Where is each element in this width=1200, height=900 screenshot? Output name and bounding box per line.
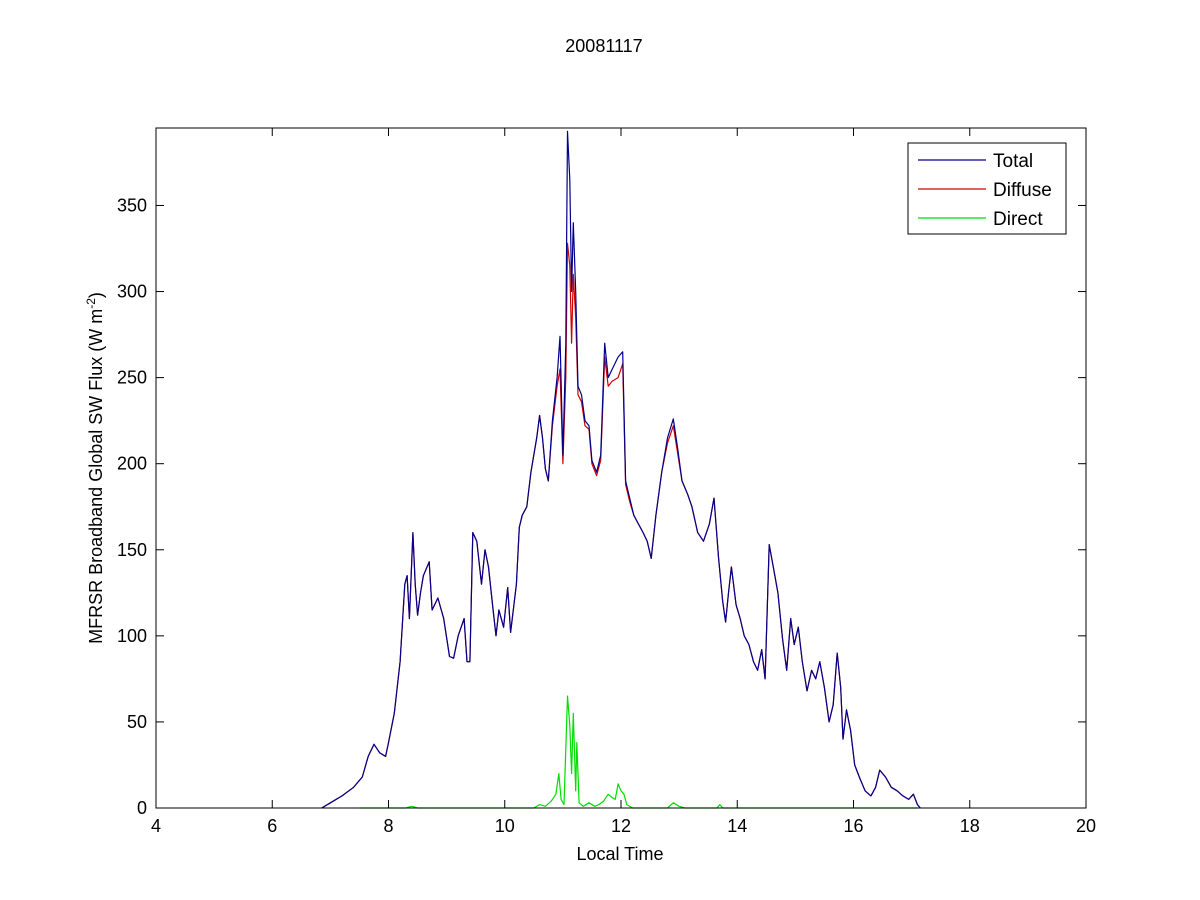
y-tick-label: 50 [127, 712, 147, 732]
x-tick-label: 4 [151, 816, 161, 836]
x-tick-label: 18 [960, 816, 980, 836]
x-tick-label: 10 [495, 816, 515, 836]
y-tick-label: 100 [117, 626, 147, 646]
x-tick-label: 14 [727, 816, 747, 836]
y-axis-label: MFRSR Broadband Global SW Flux (W m-2) [84, 292, 106, 644]
legend-label-diffuse: Diffuse [993, 180, 1052, 201]
x-axis-label: Local Time [576, 844, 663, 864]
y-tick-label: 200 [117, 454, 147, 474]
legend-label-total: Total [993, 151, 1033, 172]
x-tick-label: 12 [611, 816, 631, 836]
legend: Total Diffuse Direct [907, 142, 1067, 235]
series-line-total [321, 130, 921, 809]
y-tick-label: 150 [117, 540, 147, 560]
x-tick-label: 20 [1076, 816, 1096, 836]
legend-label-direct: Direct [993, 209, 1043, 230]
x-tick-label: 16 [843, 816, 863, 836]
y-tick-label: 250 [117, 368, 147, 388]
y-tick-label: 0 [137, 798, 147, 818]
y-axis-label-close: ) [86, 292, 106, 298]
x-tick-label: 8 [383, 816, 393, 836]
chart-title: 20081117 [565, 36, 642, 56]
series-line-direct [359, 695, 918, 809]
y-tick-label: 350 [117, 195, 147, 215]
y-axis-label-superscript: -2 [84, 298, 98, 309]
x-tick-label: 6 [267, 816, 277, 836]
y-tick-label: 300 [117, 282, 147, 302]
